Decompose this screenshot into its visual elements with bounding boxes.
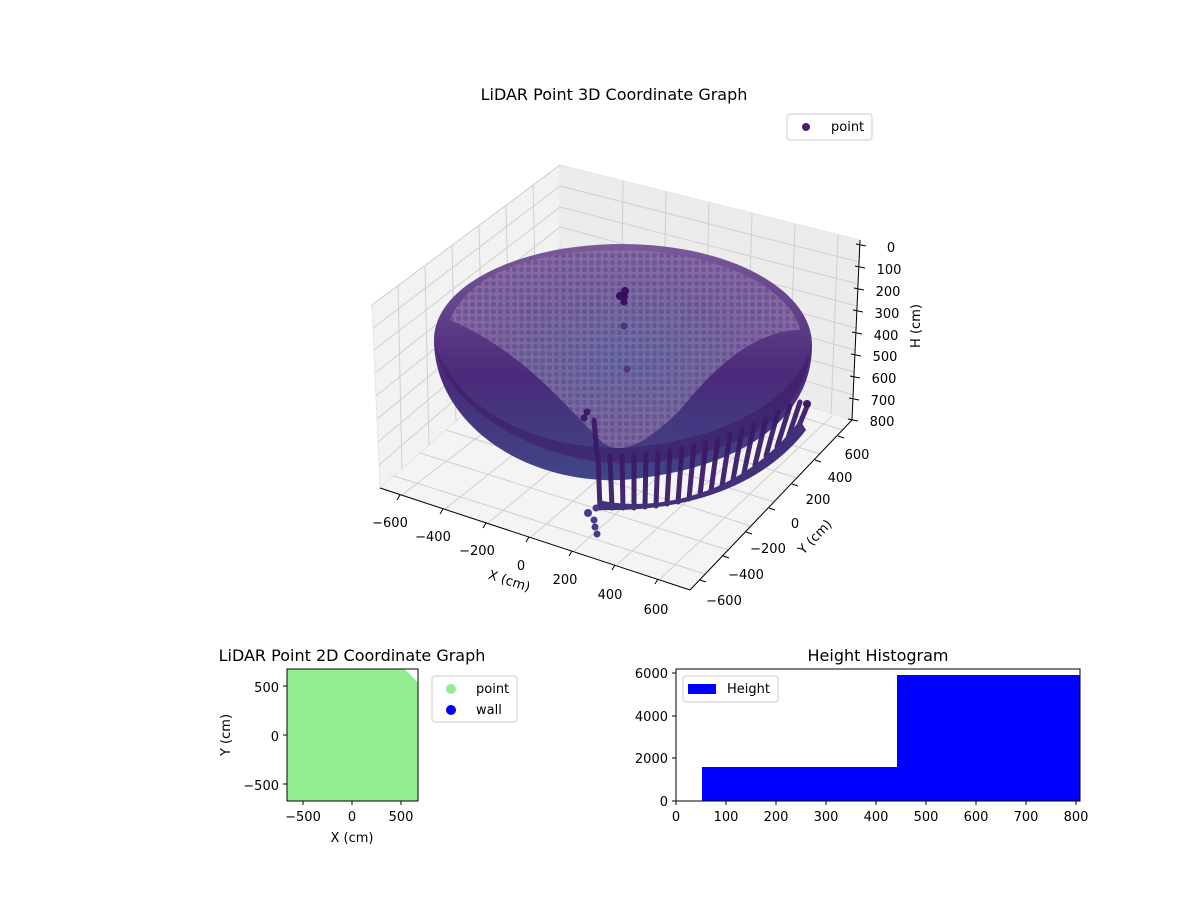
svg-text:600: 600 [644,603,669,618]
ticks-histogram [672,672,1077,805]
svg-text:400: 400 [598,588,623,603]
axes-frame-histogram [675,668,1081,802]
svg-text:0: 0 [271,730,279,745]
svg-text:6000: 6000 [635,667,668,682]
axes-3d-lines [379,239,861,591]
svg-text:200: 200 [806,493,831,508]
svg-text:600: 600 [964,810,989,825]
svg-text:800: 800 [870,415,895,430]
svg-text:500: 500 [873,350,898,365]
svg-text:100: 100 [877,263,902,278]
svg-text:500: 500 [914,810,939,825]
histogram-bar-2 [897,675,1080,801]
svg-text:100: 100 [714,810,739,825]
histogram: Height Histogram 0 100 200 300 400 500 [635,646,1089,825]
svg-text:−600: −600 [706,594,742,609]
svg-text:600: 600 [872,372,897,387]
wall-streaks [591,399,811,511]
plot-2d: LiDAR Point 2D Coordinate Graph −500 0 5… [219,646,518,846]
svg-text:0: 0 [348,810,356,825]
legend-2d: point wall [431,675,518,723]
svg-text:point: point [476,682,509,697]
svg-text:0: 0 [887,241,895,256]
tick-labels-histogram: 0 100 200 300 400 500 600 700 800 0 2000… [635,667,1089,825]
svg-text:400: 400 [874,329,899,344]
svg-text:600: 600 [845,448,870,463]
points-2d [287,669,418,801]
svg-text:Height: Height [727,682,770,697]
svg-text:point: point [831,120,864,135]
plot-3d: LiDAR Point 3D Coordinate Graph [371,85,924,618]
y-ticks-3d [699,435,845,583]
svg-text:0: 0 [660,795,668,810]
svg-text:2000: 2000 [635,752,668,767]
y-axis-label-2d: Y (cm) [219,714,234,757]
svg-text:800: 800 [1064,810,1089,825]
svg-text:400: 400 [828,471,853,486]
z-axis-label-3d: H (cm) [909,304,924,348]
z-tick-labels-3d: 0 100 200 300 400 500 600 700 800 [870,241,902,430]
svg-text:500: 500 [254,681,279,696]
svg-text:200: 200 [876,285,901,300]
plot-3d-title: LiDAR Point 3D Coordinate Graph [481,85,748,104]
y-tick-labels-3d: −600 −400 −200 0 200 400 600 [706,448,869,609]
svg-text:0: 0 [517,559,525,574]
plot-2d-title: LiDAR Point 2D Coordinate Graph [219,646,486,665]
svg-text:500: 500 [389,810,414,825]
svg-text:300: 300 [814,810,839,825]
legend-marker-icon [802,123,810,131]
svg-text:300: 300 [875,307,900,322]
svg-text:−400: −400 [415,530,451,545]
legend-histogram: Height [682,675,779,703]
z-ticks-3d [847,243,867,422]
ticks-2d [283,685,402,805]
svg-text:−400: −400 [728,568,764,583]
svg-text:0: 0 [791,517,799,532]
svg-text:200: 200 [553,573,578,588]
svg-text:−500: −500 [243,779,279,794]
legend-height-swatch-icon [688,684,716,694]
svg-text:700: 700 [871,394,896,409]
svg-text:0: 0 [672,810,680,825]
svg-text:−600: −600 [372,516,408,531]
legend-3d: point [786,113,873,141]
histogram-bar-1 [702,767,897,801]
svg-text:4000: 4000 [635,710,668,725]
x-ticks-3d [396,494,659,585]
legend-point-icon [446,684,456,694]
svg-text:400: 400 [864,810,889,825]
x-axis-label-2d: X (cm) [331,831,374,846]
tick-labels-2d: −500 0 500 −500 0 500 [243,681,413,825]
svg-text:−200: −200 [459,544,495,559]
svg-text:700: 700 [1014,810,1039,825]
svg-text:−200: −200 [750,542,786,557]
histogram-title: Height Histogram [808,646,949,665]
svg-text:200: 200 [764,810,789,825]
svg-text:wall: wall [476,703,502,718]
svg-text:−500: −500 [285,810,321,825]
y-axis-label-3d: Y (cm) [795,517,836,558]
x-tick-labels-3d: −600 −400 −200 0 200 400 600 [372,516,668,618]
point-cloud-3d [434,244,812,538]
legend-wall-icon [446,705,456,715]
